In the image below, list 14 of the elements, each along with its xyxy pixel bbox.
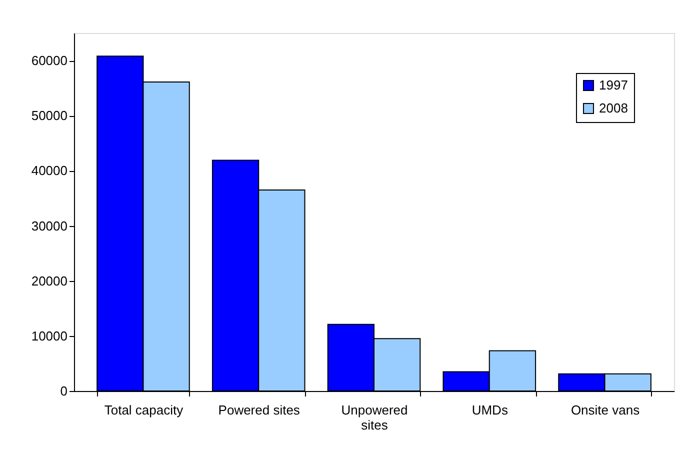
y-tick-label: 40000 — [31, 163, 68, 178]
x-tick-label: Onsite vans — [570, 402, 640, 418]
y-tick-label: 10000 — [31, 328, 68, 344]
x-tick-label: UMDs — [472, 402, 508, 418]
x-tick-label: Powered sites — [218, 402, 300, 418]
y-tick-label: 30000 — [31, 218, 68, 234]
y-tick-label: 0 — [60, 384, 68, 398]
y-tick-label: 60000 — [31, 53, 68, 68]
y-tick-label: 20000 — [31, 273, 68, 288]
legend-label: 2008 — [599, 100, 628, 116]
legend-label: 1997 — [599, 78, 628, 92]
x-tick-label: Unpowered sites — [341, 402, 408, 432]
x-tick-label: Total capacity — [104, 402, 184, 418]
y-tick-label: 50000 — [31, 108, 68, 124]
